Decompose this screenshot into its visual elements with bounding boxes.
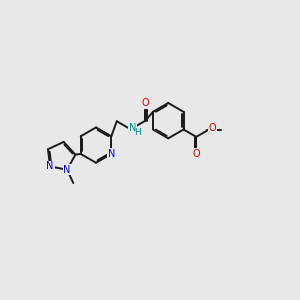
Text: N: N [129,123,136,133]
Text: O: O [142,98,149,108]
Text: O: O [209,122,217,133]
Text: O: O [193,149,200,159]
Text: H: H [134,128,141,137]
Text: N: N [46,161,54,171]
Text: N: N [63,165,71,175]
Text: N: N [108,149,116,159]
